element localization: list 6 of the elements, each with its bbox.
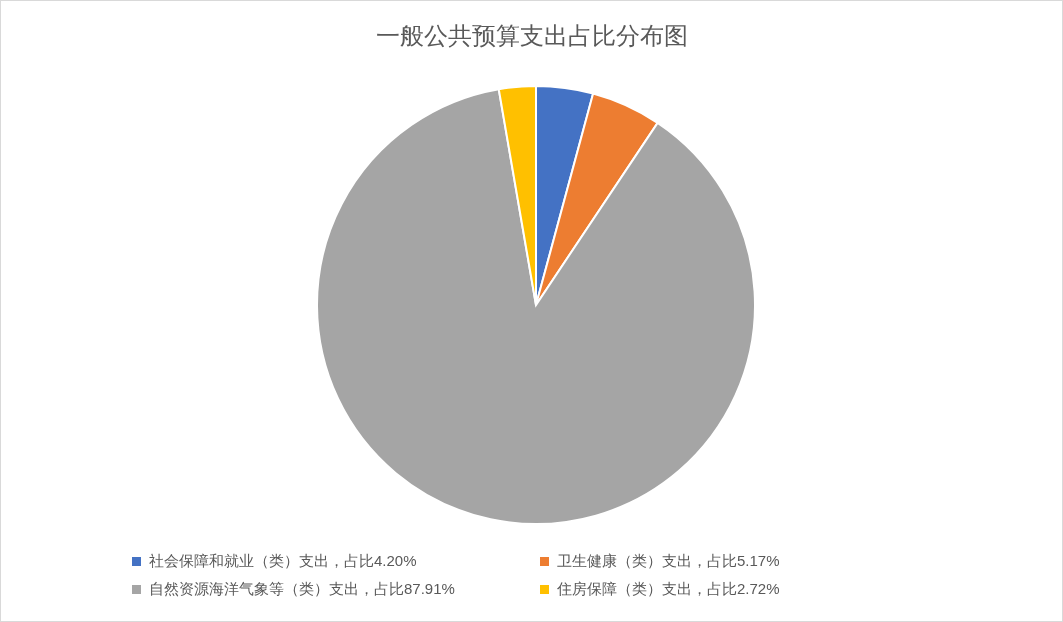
legend-label: 住房保障（类）支出，占比2.72%: [557, 579, 780, 599]
pie-slice: [316, 88, 756, 525]
legend-label: 社会保障和就业（类）支出，占比4.20%: [149, 551, 417, 571]
chart-title: 一般公共预算支出占比分布图: [374, 21, 689, 51]
legend-label: 自然资源海洋气象等（类）支出，占比87.91%: [149, 579, 455, 599]
legend-label: 卫生健康（类）支出，占比5.17%: [557, 551, 780, 571]
